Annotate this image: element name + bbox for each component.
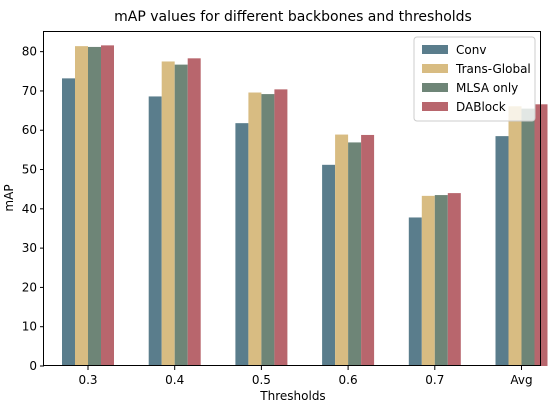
bar-conv-0-6 — [322, 164, 336, 366]
bar-trans-global-0-3 — [75, 46, 88, 367]
legend-label: Conv — [456, 43, 486, 57]
x-tick-label: 0.5 — [252, 373, 271, 387]
bar-trans-global-0-6 — [335, 134, 349, 366]
y-tick-label: 20 — [22, 280, 37, 294]
plot-frame — [43, 31, 541, 366]
bar-conv-0-5 — [235, 123, 249, 366]
x-tick-label: 0.3 — [78, 373, 97, 387]
bar-mlsa-only-0-7 — [434, 195, 448, 366]
bar-mlsa-only-0-5 — [261, 94, 275, 366]
bar-dablock-0-3 — [101, 45, 114, 367]
x-tick-label: Avg — [510, 373, 532, 387]
bar-mlsa-only-0-3 — [88, 46, 101, 367]
y-tick-label: 80 — [22, 45, 37, 59]
y-tick-label: 50 — [22, 163, 37, 177]
y-tick-label: 40 — [22, 202, 37, 216]
legend-label: DABlock — [456, 100, 506, 114]
bar-mlsa-only-avg — [521, 108, 535, 366]
legend-label: Trans-Global — [455, 62, 531, 76]
y-tick-label: 10 — [22, 320, 37, 334]
bars-group — [62, 45, 548, 367]
bar-trans-global-0-4 — [161, 61, 175, 367]
x-tick-label: 0.6 — [339, 373, 358, 387]
legend-box — [413, 36, 536, 122]
chart-title: mAP values for different backbones and t… — [114, 9, 472, 25]
x-axis-label: Thresholds — [259, 389, 325, 403]
bar-dablock-0-5 — [274, 89, 288, 366]
bar-conv-0-4 — [148, 96, 162, 366]
x-axis: 0.3 0.4 0.5 0.6 0.7 Avg — [78, 366, 533, 387]
y-tick-label: 60 — [22, 123, 37, 137]
bar-mlsa-only-0-4 — [174, 64, 188, 366]
legend-label: MLSA only — [456, 81, 518, 95]
legend-swatch — [422, 64, 448, 73]
bar-dablock-0-6 — [361, 134, 375, 366]
x-tick-label: 0.7 — [425, 373, 444, 387]
y-axis-label: mAP — [2, 184, 16, 211]
legend-swatch — [422, 45, 448, 54]
bar-mlsa-only-0-6 — [348, 142, 362, 366]
bar-trans-global-0-5 — [248, 92, 262, 366]
y-axis: 0 10 20 30 40 50 60 70 80 — [22, 45, 44, 373]
bar-dablock-0-7 — [447, 193, 461, 366]
bar-conv-0-3 — [62, 78, 75, 366]
y-tick-label: 0 — [29, 359, 37, 373]
y-tick-label: 30 — [22, 241, 37, 255]
legend-swatch — [422, 102, 448, 111]
bar-dablock-0-4 — [187, 58, 201, 367]
legend-swatch — [422, 83, 448, 92]
bar-conv-0-7 — [408, 217, 422, 366]
x-tick-label: 0.4 — [165, 373, 184, 387]
legend: Conv Trans-Global MLSA only DABlock — [413, 36, 536, 122]
y-tick-label: 70 — [22, 84, 37, 98]
bar-conv-avg — [495, 136, 509, 366]
bar-trans-global-avg — [508, 106, 522, 367]
bar-trans-global-0-7 — [421, 195, 435, 366]
